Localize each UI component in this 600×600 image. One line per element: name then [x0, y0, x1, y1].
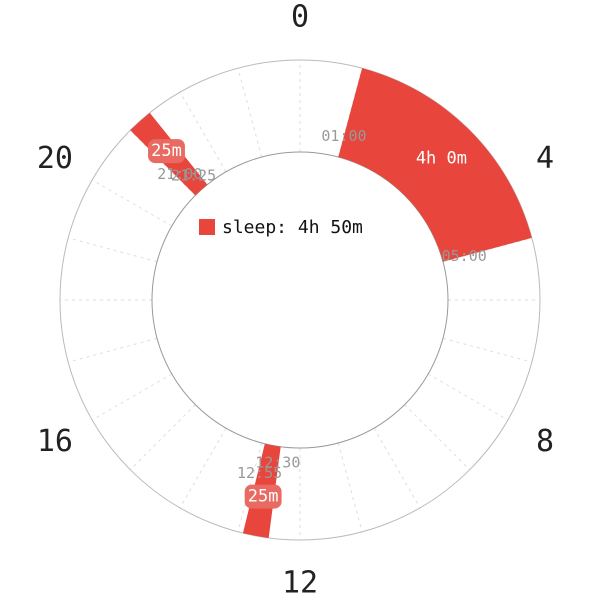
- hour-label-4: 4: [536, 141, 554, 176]
- hour-gridline-20: [91, 179, 173, 227]
- duration-label-2: 25m: [151, 141, 182, 161]
- hour-gridline-10: [373, 427, 421, 509]
- hour-label-8: 8: [536, 424, 554, 459]
- time-label-start-2: 21:00: [157, 165, 202, 183]
- hour-gridline-19: [68, 237, 158, 263]
- time-label-start-0: 01:00: [321, 127, 366, 145]
- hour-label-20: 20: [37, 141, 73, 176]
- time-label-end-1: 12:55: [237, 464, 282, 482]
- legend-label: sleep: 4h 50m: [222, 217, 363, 238]
- hour-gridline-23: [237, 68, 263, 158]
- hour-gridline-16: [91, 373, 173, 421]
- hour-gridline-22: [179, 91, 227, 173]
- legend: sleep: 4h 50m: [199, 217, 363, 238]
- hour-gridline-9: [404, 404, 471, 471]
- hour-label-12: 12: [282, 566, 318, 600]
- sleep-segment-0: [338, 68, 532, 262]
- duration-labels: 4h 0m 25m 25m: [148, 139, 467, 509]
- duration-label-1: 25m: [248, 487, 279, 507]
- hour-labels: 0 4 8 12 16 20: [37, 0, 554, 600]
- hour-gridline-14: [179, 427, 227, 509]
- duration-pill-2: [148, 139, 185, 164]
- outer-ring: [59, 59, 541, 541]
- hour-label-0: 0: [291, 0, 309, 35]
- hour-gridline-8: [427, 373, 509, 421]
- hour-gridline-15: [129, 404, 196, 471]
- time-label-end-2: 21:25: [171, 166, 216, 184]
- time-label-end-0: 05:00: [442, 247, 487, 265]
- hour-gridline-17: [68, 337, 158, 363]
- duration-label-0: 4h 0m: [416, 149, 467, 169]
- hour-gridline-13: [237, 442, 263, 532]
- legend-swatch: [199, 219, 215, 235]
- hour-label-16: 16: [37, 424, 73, 459]
- duration-pill-1: [244, 484, 282, 509]
- time-label-start-1: 12:30: [255, 454, 300, 472]
- hour-gridline-11: [337, 442, 363, 532]
- hour-gridline-7: [442, 337, 532, 363]
- inner-ring: [151, 151, 449, 449]
